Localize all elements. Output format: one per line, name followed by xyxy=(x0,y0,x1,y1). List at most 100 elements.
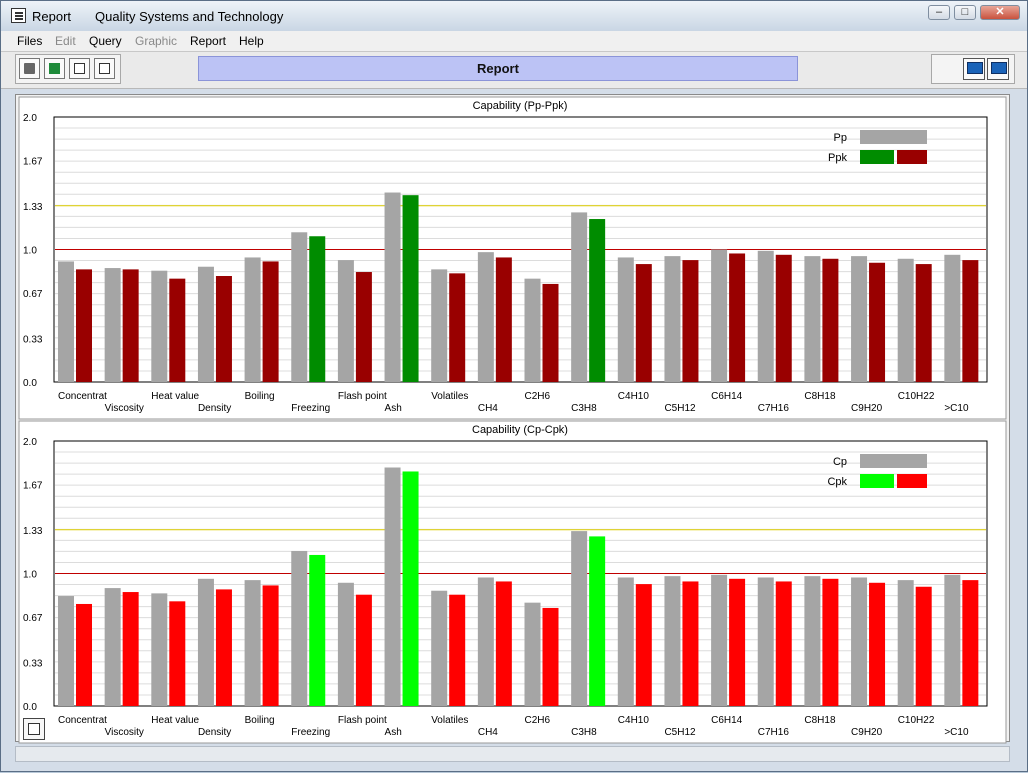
bar-pp[interactable] xyxy=(944,254,961,382)
bar-ppk[interactable] xyxy=(215,276,232,382)
bar-cpk[interactable] xyxy=(729,578,746,706)
bar-pp[interactable] xyxy=(58,261,74,382)
bar-cp[interactable] xyxy=(337,582,354,706)
bar-cpk[interactable] xyxy=(122,592,139,706)
bar-cp[interactable] xyxy=(58,596,74,706)
bar-cp[interactable] xyxy=(431,590,448,706)
bar-cpk[interactable] xyxy=(869,582,886,706)
bar-cp[interactable] xyxy=(104,588,121,706)
bar-pp[interactable] xyxy=(291,232,308,382)
excel-export-button[interactable] xyxy=(44,58,65,79)
bar-pp[interactable] xyxy=(804,256,821,382)
bar-cp[interactable] xyxy=(384,467,401,707)
bar-cpk[interactable] xyxy=(962,580,979,706)
bar-cp[interactable] xyxy=(711,574,728,706)
bar-cpk[interactable] xyxy=(915,586,932,706)
bar-pp[interactable] xyxy=(431,269,448,382)
bar-cpk[interactable] xyxy=(169,601,186,706)
bar-pp[interactable] xyxy=(664,256,681,382)
bar-cpk[interactable] xyxy=(775,581,792,706)
menu-files[interactable]: Files xyxy=(17,34,43,48)
bar-pp[interactable] xyxy=(617,257,634,382)
bar-cpk[interactable] xyxy=(542,607,559,706)
bar-ppk[interactable] xyxy=(775,254,792,382)
bar-cpk[interactable] xyxy=(355,594,372,706)
bar-ppk[interactable] xyxy=(915,264,932,382)
bar-cpk[interactable] xyxy=(215,589,232,706)
bar-cp[interactable] xyxy=(944,574,961,706)
bar-cp[interactable] xyxy=(757,577,774,706)
bar-cp[interactable] xyxy=(477,577,494,706)
x-tick-label: C6H14 xyxy=(711,715,743,726)
bar-cpk[interactable] xyxy=(309,554,326,706)
bar-ppk[interactable] xyxy=(169,278,186,382)
bar-cp[interactable] xyxy=(244,580,261,706)
bar-cpk[interactable] xyxy=(262,585,279,706)
bar-ppk[interactable] xyxy=(962,260,979,382)
bar-ppk[interactable] xyxy=(355,272,372,382)
bar-ppk[interactable] xyxy=(635,264,652,382)
bar-ppk[interactable] xyxy=(402,195,419,382)
menu-help[interactable]: Help xyxy=(239,34,264,48)
bar-cp[interactable] xyxy=(617,577,634,706)
bar-pp[interactable] xyxy=(337,260,354,382)
menu-edit[interactable]: Edit xyxy=(55,34,76,48)
bar-ppk[interactable] xyxy=(682,260,699,382)
bar-cpk[interactable] xyxy=(76,603,92,706)
bar-pp[interactable] xyxy=(244,257,261,382)
bar-pp[interactable] xyxy=(104,268,121,382)
bar-cp[interactable] xyxy=(851,577,868,706)
bar-cp[interactable] xyxy=(664,576,681,706)
menu-graphic[interactable]: Graphic xyxy=(135,34,178,48)
bar-ppk[interactable] xyxy=(542,283,559,382)
view-single-button[interactable] xyxy=(963,58,985,80)
menu-query[interactable]: Query xyxy=(89,34,122,48)
bar-ppk[interactable] xyxy=(449,273,466,382)
bar-pp[interactable] xyxy=(524,278,541,382)
bar-cp[interactable] xyxy=(524,602,541,706)
bar-pp[interactable] xyxy=(571,212,588,382)
bar-cp[interactable] xyxy=(571,531,588,706)
bar-cpk[interactable] xyxy=(822,578,839,706)
bar-cpk[interactable] xyxy=(402,471,419,706)
minimize-icon[interactable]: – xyxy=(928,5,950,20)
bar-ppk[interactable] xyxy=(729,253,746,382)
print-button[interactable] xyxy=(19,58,40,79)
bar-pp[interactable] xyxy=(477,252,494,382)
menu-report[interactable]: Report xyxy=(190,34,227,48)
bar-ppk[interactable] xyxy=(122,269,139,382)
bar-cpk[interactable] xyxy=(589,536,606,706)
maximize-icon[interactable]: □ xyxy=(954,5,976,20)
close-icon[interactable]: ✕ xyxy=(980,5,1020,20)
bar-cpk[interactable] xyxy=(682,581,699,706)
bar-pp[interactable] xyxy=(197,266,214,382)
bar-ppk[interactable] xyxy=(822,258,839,382)
bar-cp[interactable] xyxy=(151,593,168,706)
bar-cp[interactable] xyxy=(804,576,821,706)
bar-cpk[interactable] xyxy=(449,594,466,706)
bar-ppk[interactable] xyxy=(262,261,279,382)
bar-pp[interactable] xyxy=(897,258,914,382)
title-bar[interactable]: Report Quality Systems and Technology – … xyxy=(1,1,1027,32)
legend-label: Cpk xyxy=(827,476,847,488)
view-dual-button[interactable] xyxy=(987,58,1009,80)
bar-ppk[interactable] xyxy=(589,219,606,382)
bar-ppk[interactable] xyxy=(76,269,92,382)
bar-cpk[interactable] xyxy=(635,584,652,706)
bar-ppk[interactable] xyxy=(869,262,886,382)
bar-ppk[interactable] xyxy=(309,236,326,382)
edit-report-button[interactable] xyxy=(23,718,45,740)
bar-cp[interactable] xyxy=(291,550,308,706)
bar-ppk[interactable] xyxy=(495,257,512,382)
bar-pp[interactable] xyxy=(384,192,401,382)
edit-doc-button[interactable] xyxy=(94,58,115,79)
bar-pp[interactable] xyxy=(757,250,774,382)
bar-cp[interactable] xyxy=(197,578,214,706)
y-tick-label: 2.0 xyxy=(23,113,37,124)
search-doc-button[interactable] xyxy=(69,58,90,79)
bar-pp[interactable] xyxy=(151,270,168,382)
bar-pp[interactable] xyxy=(711,249,728,383)
bar-pp[interactable] xyxy=(851,256,868,382)
bar-cp[interactable] xyxy=(897,580,914,706)
bar-cpk[interactable] xyxy=(495,581,512,706)
